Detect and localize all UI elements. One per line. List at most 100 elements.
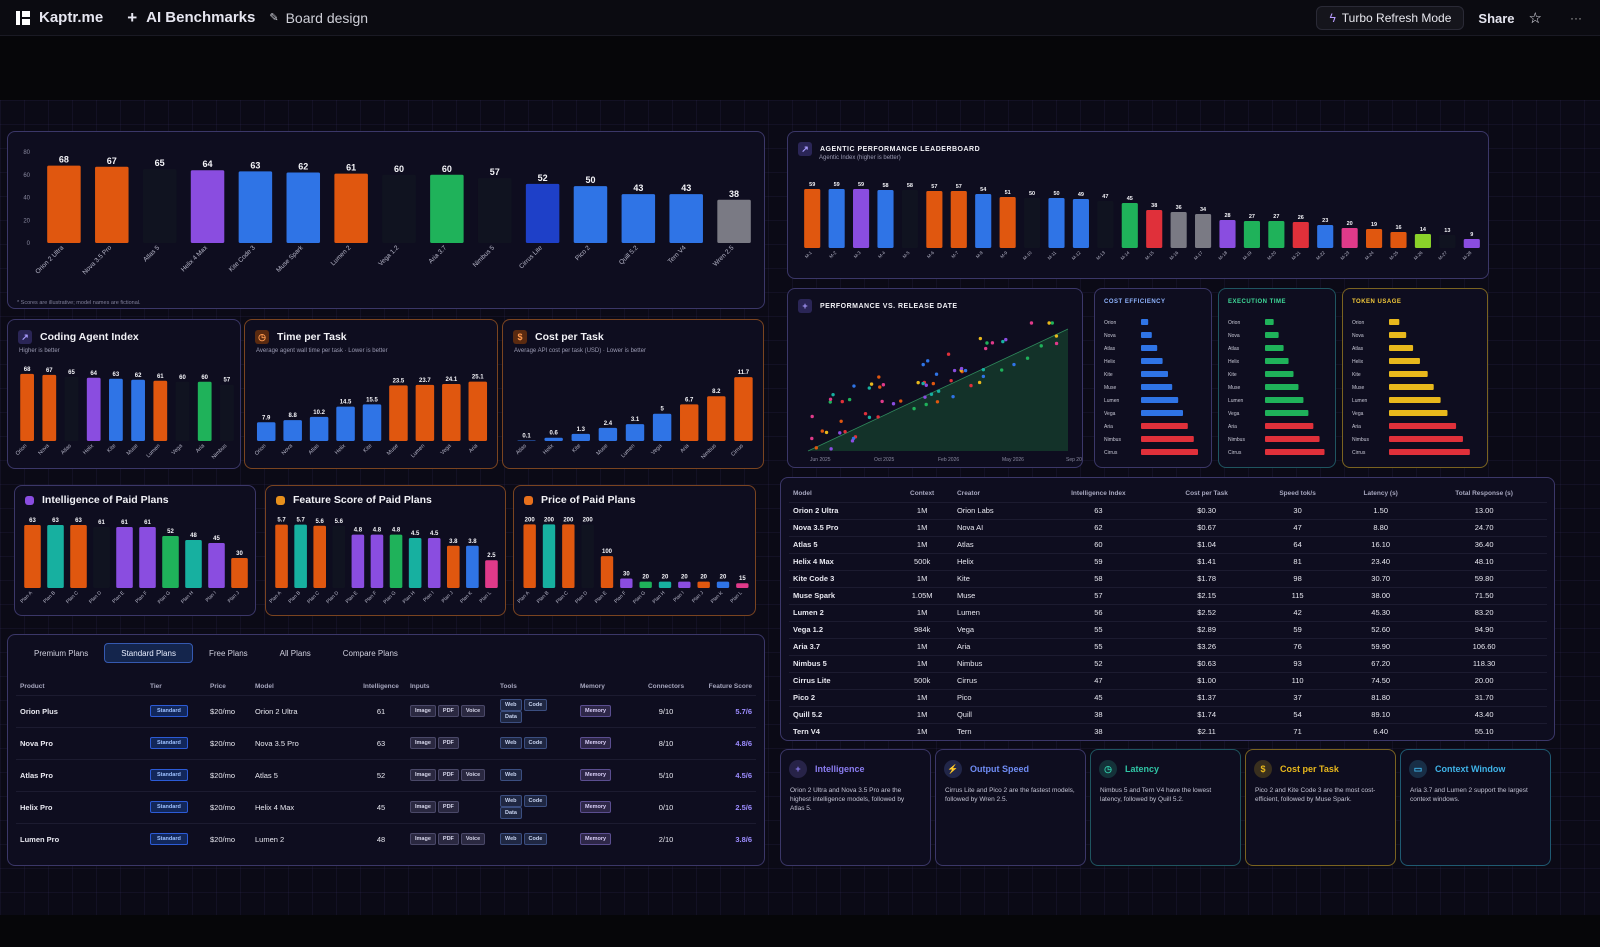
table-row[interactable]: Orion Plus Standard $20/mo Orion 2 Ultra 61 I…	[16, 694, 756, 727]
scatter-point	[876, 415, 880, 419]
bar-value-label: 28	[1224, 213, 1230, 219]
x-tick-label: Jun 2025	[810, 457, 831, 463]
bar-value-label: 67	[46, 368, 53, 374]
table-row[interactable]: Aria 3.7 1M Aria 55 $3.26 76 59.90 106.60	[789, 637, 1547, 655]
bar-value-label: 14	[1420, 227, 1427, 233]
plan-tab[interactable]: Compare Plans	[342, 648, 398, 658]
plan-tab[interactable]: Premium Plans	[34, 648, 89, 658]
column-header[interactable]: Total Response (s)	[1455, 490, 1513, 498]
square-orange-icon	[276, 495, 285, 505]
column-header[interactable]: Tools	[500, 683, 517, 691]
column-header[interactable]: Model	[793, 490, 812, 498]
bar-value-label: 3.1	[631, 417, 640, 423]
insight-icon: ▭	[1409, 760, 1427, 778]
table-row[interactable]: Atlas 5 1M Atlas 60 $1.04 64 16.10 36.40	[789, 535, 1547, 553]
table-row[interactable]: Quill 5.2 1M Quill 38 $1.74 54 89.10 43.40	[789, 705, 1547, 723]
category-label: Helix	[82, 443, 95, 456]
table-row[interactable]: Kite Code 3 1M Kite 58 $1.78 98 30.70 59.80	[789, 569, 1547, 587]
bar	[362, 404, 382, 441]
table-cell: $0.63	[1158, 654, 1255, 672]
table-cell: Web CodeData	[496, 694, 576, 727]
category-label: Kite	[571, 443, 582, 454]
insight-card[interactable]: ⚡ Output Speed Cirrus Lite and Pico 2 are …	[935, 749, 1086, 866]
table-row[interactable]: Lumen 2 1M Lumen 56 $2.52 42 45.30 83.20	[789, 603, 1547, 621]
category-label: Nimbus	[700, 443, 718, 461]
column-header[interactable]: Cost per Task	[1185, 490, 1228, 498]
table-cell: 64	[1255, 535, 1341, 553]
table-cell: 8/10	[636, 726, 696, 759]
plan-tab[interactable]: Free Plans	[208, 648, 248, 658]
table-row[interactable]: Nova Pro Standard $20/mo Nova 3.5 Pro 63 Imag…	[16, 726, 756, 759]
column-header[interactable]: Feature Score	[708, 683, 752, 691]
plan-tab[interactable]: All Plans	[279, 648, 311, 658]
x-tick-label: Oct 2025	[874, 457, 895, 463]
column-header[interactable]: Inputs	[410, 683, 430, 691]
category-label: Plan J	[441, 590, 455, 604]
table-header-row: Product Tier Price Model Intelligence Inputs T…	[16, 679, 756, 695]
category-label: Plan B	[287, 590, 302, 605]
column-header[interactable]: Connectors	[647, 683, 685, 691]
table-row[interactable]: Orion 2 Ultra 1M Orion Labs 63 $0.30 30 1.50 13…	[789, 501, 1547, 519]
column-header[interactable]: Context	[910, 490, 935, 498]
turbo-refresh-button[interactable]: ϟ Turbo Refresh Mode	[1316, 6, 1465, 30]
column-header[interactable]: Creator	[956, 490, 981, 498]
table-row[interactable]: Helix 4 Max 500k Helix 59 $1.41 81 23.40 48.10	[789, 552, 1547, 570]
table-cell: 9/10	[636, 694, 696, 727]
table-row[interactable]: Pico 2 1M Pico 45 $1.37 37 81.80 31.70	[789, 688, 1547, 706]
column-header[interactable]: Product	[20, 683, 45, 691]
plan-tab[interactable]: Standard Plans	[104, 643, 193, 663]
share-button[interactable]: Share	[1478, 10, 1515, 26]
bar	[446, 545, 460, 588]
app-logo[interactable]: Kaptr.me	[16, 9, 103, 26]
category-label: Nimbus 5	[472, 244, 497, 269]
insight-card[interactable]: $ Cost per Task Pico 2 and Kite Code 3 are…	[1245, 749, 1396, 866]
bar-value-label: 63	[29, 518, 36, 524]
scatter-point	[810, 436, 814, 441]
table-row[interactable]: Vega 1.2 984k Vega 55 $2.89 59 52.60 94.90	[789, 620, 1547, 638]
table-row[interactable]: Tern V4 1M Tern 38 $2.11 71 6.40 55.10	[789, 722, 1547, 740]
table-cell: 3.8/6	[696, 822, 756, 855]
column-header[interactable]: Price	[210, 683, 226, 691]
scatter-point	[850, 439, 855, 443]
column-header[interactable]: Tier	[150, 683, 162, 691]
insight-card[interactable]: + Intelligence Orion 2 Ultra and Nova 3.5 …	[780, 749, 931, 866]
column-header[interactable]: Model	[255, 683, 274, 691]
table-row[interactable]: Atlas Pro Standard $20/mo Atlas 5 52 Image PDF…	[16, 758, 756, 791]
project-title[interactable]: + AI Benchmarks	[127, 8, 255, 28]
column-header[interactable]: Speed tok/s	[1279, 490, 1316, 498]
scatter-point	[1004, 337, 1008, 342]
bar	[1414, 234, 1431, 248]
more-menu-icon[interactable]: ···	[1570, 11, 1582, 25]
category-label: Plan H	[402, 590, 417, 605]
category-label: Plan F	[364, 590, 378, 604]
category-label: M-9	[999, 250, 1008, 259]
table-row[interactable]: Lumen Pro Standard $20/mo Lumen 2 48 Image PDF…	[16, 822, 756, 855]
bar-value-label: 5	[660, 407, 664, 413]
column-header[interactable]: Intelligence	[363, 683, 399, 691]
board-name[interactable]: ✎ Board design	[269, 10, 368, 26]
bar	[382, 174, 416, 243]
row-label: Nova	[1228, 333, 1240, 339]
bar	[950, 191, 967, 248]
insight-card[interactable]: ▭ Context Window Aria 3.7 and Lumen 2 supp…	[1400, 749, 1551, 866]
tag-pill: Memory	[580, 705, 612, 717]
column-header[interactable]: Intelligence Index	[1071, 490, 1126, 498]
bar	[275, 524, 288, 588]
table-row[interactable]: Nimbus 5 1M Nimbus 52 $0.63 93 67.20 118.30	[789, 654, 1547, 672]
table-row[interactable]: Cirrus Lite 500k Cirrus 47 $1.00 110 74.50 20.0…	[789, 671, 1547, 689]
tag-pill: PDF	[437, 801, 459, 813]
bar-value-label: 50	[1029, 191, 1035, 197]
coin-icon: $	[513, 330, 527, 344]
scatter-point	[839, 419, 843, 423]
scatter-point	[810, 414, 814, 419]
insight-card[interactable]: ◷ Latency Nimbus 5 and Tern V4 have the lo…	[1090, 749, 1241, 866]
star-icon[interactable]: ☆	[1528, 10, 1542, 27]
column-header[interactable]: Latency (s)	[1363, 490, 1398, 498]
row-label: Nova	[1104, 333, 1116, 339]
table-row[interactable]: Muse Spark 1.05M Muse 57 $2.15 115 38.00 71.50	[789, 586, 1547, 604]
column-header[interactable]: Memory	[580, 683, 605, 691]
table-cell: $1.78	[1158, 569, 1255, 587]
table-row[interactable]: Nova 3.5 Pro 1M Nova AI 62 $0.67 47 8.80 24.70	[789, 518, 1547, 536]
row-label: Lumen	[1104, 398, 1120, 404]
table-row[interactable]: Helix Pro Standard $20/mo Helix 4 Max 45 Imag…	[16, 790, 756, 823]
